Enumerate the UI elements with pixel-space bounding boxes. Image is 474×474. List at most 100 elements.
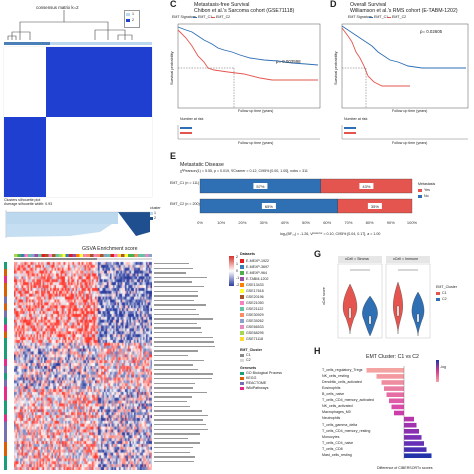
row-label-placeholder: [154, 401, 187, 403]
cibersort-bar: [404, 435, 422, 440]
dataset-swatch: [240, 307, 244, 311]
row-label-placeholder: [154, 382, 195, 384]
cibersort-bar: [404, 422, 417, 428]
km-d-legend-swatch-c1: [369, 17, 373, 18]
facet-strip-left: [338, 256, 382, 263]
km-d-risk-xlabel: Follow up time (years): [392, 141, 428, 145]
cell-type-label: Dendritic_cells_activated: [322, 379, 362, 384]
cell-type-label: T_cells_CD4_memory_activated: [322, 398, 374, 403]
geneset-label: GO Biological Process: [246, 370, 282, 375]
geneset-label: REACTOME: [246, 380, 267, 385]
row-label-placeholder: [154, 442, 200, 444]
e-tick-9: 90%: [387, 220, 395, 225]
panel-c-legend-title: EMT Signature: [172, 15, 196, 19]
row-label-placeholder: [154, 327, 201, 329]
km-d-curve-c2: [341, 27, 410, 87]
panel-h-legend-title: -log: [440, 365, 446, 369]
dataset-label: GSE13433: [246, 282, 264, 287]
row-label-placeholder: [154, 419, 203, 421]
bar-label-1: EMT_C2 (n = 200): [170, 202, 200, 206]
bar-text-a-0: 57%: [256, 184, 264, 189]
row-label-placeholder: [154, 322, 197, 325]
cibersort-bar: [386, 392, 404, 397]
cibersort-bar: [394, 410, 404, 416]
scale-tick-2: 0: [236, 269, 238, 273]
datasets-title: Datasets: [240, 252, 255, 256]
consensus-block-1: [4, 117, 46, 197]
cluster-annotation-bar: [4, 42, 152, 45]
row-label-placeholder: [154, 428, 208, 430]
dataset-label: GSE21050: [246, 300, 264, 305]
silhouette-plot: [5, 210, 150, 238]
cell-type-label: T_cells_CD4_naive: [322, 440, 354, 445]
geneset-swatch: [240, 387, 244, 390]
row-label-placeholder: [154, 414, 208, 417]
cibersort-bar: [404, 453, 432, 458]
dataset-label: GSE21122: [246, 306, 264, 311]
row-label-placeholder: [154, 364, 193, 366]
row-label-placeholder: [154, 396, 192, 398]
dataset-label: E-MEXP-3697: [246, 264, 269, 269]
scale-tick-1: 1: [236, 262, 238, 266]
emt-cluster-title: EMT_Cluster: [240, 348, 262, 352]
km-d-pvalue: p= 0.02605: [420, 29, 443, 34]
consensus-matrix-plot: [3, 10, 153, 198]
dataset-swatch: [240, 283, 244, 287]
cell-type-label: NK_cells_resting: [322, 373, 349, 378]
cibersort-bar: [404, 447, 427, 452]
cibersort-bar: [381, 380, 404, 385]
dataset-label: E-MEXP-964: [246, 270, 267, 275]
dataset-swatch: [240, 319, 244, 323]
dataset-label: E-MEXP-1922: [246, 258, 269, 263]
facet-strip-right: [386, 256, 430, 263]
geneset-label: WikiPathways: [246, 385, 269, 390]
km-d-legend-c1: EMT_C1: [374, 15, 389, 19]
panel-e-title: Metastatic Disease: [180, 162, 224, 168]
row-label-placeholder: [154, 299, 194, 302]
row-label-placeholder: [154, 267, 193, 269]
cibersort-bar: [404, 429, 419, 434]
row-label-placeholder: [154, 451, 190, 453]
scale-tick-3: -1: [236, 276, 240, 280]
violin-swatch-c2: [436, 298, 440, 301]
km-c-legend-swatch-c2: [211, 17, 215, 18]
bar-text-a-1: 65%: [265, 204, 273, 209]
km-c-curve-c2: [177, 29, 318, 81]
violin-plot: [337, 263, 431, 339]
violin-swatch-c1: [436, 292, 440, 295]
km-d-legend-c2: EMT_C2: [392, 15, 407, 19]
km-curve-d: [341, 23, 469, 109]
row-label-placeholder: [154, 355, 188, 357]
panel-d-title: Overall Survival: [350, 2, 387, 8]
violin-legend-c1: C1: [442, 290, 447, 295]
km-d-legend-swatch-c2: [387, 17, 391, 18]
km-c-legend-c1: EMT_C1: [198, 15, 213, 19]
e-tick-6: 60%: [323, 220, 331, 225]
sil-legend-2: 2: [154, 215, 156, 220]
row-label-placeholder: [154, 359, 204, 361]
row-label-placeholder: [154, 456, 195, 458]
h-color-scale: [436, 360, 439, 382]
km-d-risk-table: [341, 125, 468, 140]
row-label-placeholder: [154, 345, 215, 348]
cibersort-bar: [404, 416, 414, 422]
cibersort-bar: [376, 374, 404, 379]
e-legend-no: No: [424, 193, 429, 198]
dataset-label: GSE71118: [246, 336, 264, 341]
genesets-title: Genesets: [240, 366, 257, 370]
dataset-swatch: [240, 295, 244, 299]
panel-h-title: EMT Cluster: C1 vs C2: [366, 354, 419, 360]
cluster-swatch-c1: [240, 354, 244, 357]
scale-tick-4: -2: [236, 283, 240, 287]
e-legend-swatch-yes: [418, 189, 422, 192]
consensus-dendrogram: [7, 10, 133, 40]
cell-type-label: Eosinophils: [322, 385, 341, 390]
dataset-label: GSE66533: [246, 324, 264, 329]
panel-c-subtitle: Chibon et al.'s Sarcoma cohort (GSE71118…: [194, 8, 295, 14]
e-legend-swatch-no: [418, 195, 422, 198]
km-d-curve-c1: [341, 25, 466, 69]
km-c-legend-c2: EMT_C2: [216, 15, 231, 19]
silhouette-cluster-1: [6, 212, 118, 224]
gsva-title: GSVA Enrichment score: [82, 246, 138, 252]
